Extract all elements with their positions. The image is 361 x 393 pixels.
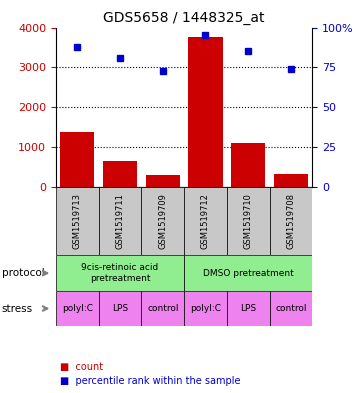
Title: GDS5658 / 1448325_at: GDS5658 / 1448325_at	[103, 11, 265, 25]
Text: GSM1519713: GSM1519713	[73, 193, 82, 249]
Text: GSM1519708: GSM1519708	[286, 193, 295, 249]
Bar	[99, 187, 142, 255]
Text: DMSO pretreatment: DMSO pretreatment	[203, 269, 293, 277]
Bar	[99, 291, 142, 326]
Bar	[56, 187, 99, 255]
Bar	[184, 255, 312, 291]
Text: GSM1519711: GSM1519711	[116, 193, 125, 249]
Text: GSM1519709: GSM1519709	[158, 193, 167, 249]
Bar	[146, 175, 180, 187]
Text: stress: stress	[2, 303, 33, 314]
Text: 9cis-retinoic acid
pretreatment: 9cis-retinoic acid pretreatment	[82, 263, 158, 283]
Text: protocol: protocol	[2, 268, 44, 278]
Text: LPS: LPS	[240, 304, 256, 313]
Bar	[103, 161, 137, 187]
Text: control: control	[147, 304, 178, 313]
Bar	[142, 291, 184, 326]
Bar	[227, 187, 270, 255]
Bar	[188, 37, 222, 187]
Text: control: control	[275, 304, 306, 313]
Bar	[274, 174, 308, 187]
Text: polyI:C: polyI:C	[190, 304, 221, 313]
Bar	[270, 187, 312, 255]
Bar	[184, 187, 227, 255]
Bar	[60, 132, 95, 187]
Text: ■  count: ■ count	[60, 362, 103, 373]
Text: GSM1519712: GSM1519712	[201, 193, 210, 249]
Bar	[270, 291, 312, 326]
Text: LPS: LPS	[112, 304, 128, 313]
Bar	[231, 143, 265, 187]
Bar	[56, 291, 99, 326]
Text: ■  percentile rank within the sample: ■ percentile rank within the sample	[60, 376, 240, 386]
Bar	[227, 291, 270, 326]
Text: polyI:C: polyI:C	[62, 304, 93, 313]
Bar	[142, 187, 184, 255]
Bar	[184, 291, 227, 326]
Text: GSM1519710: GSM1519710	[244, 193, 253, 249]
Bar	[56, 255, 184, 291]
